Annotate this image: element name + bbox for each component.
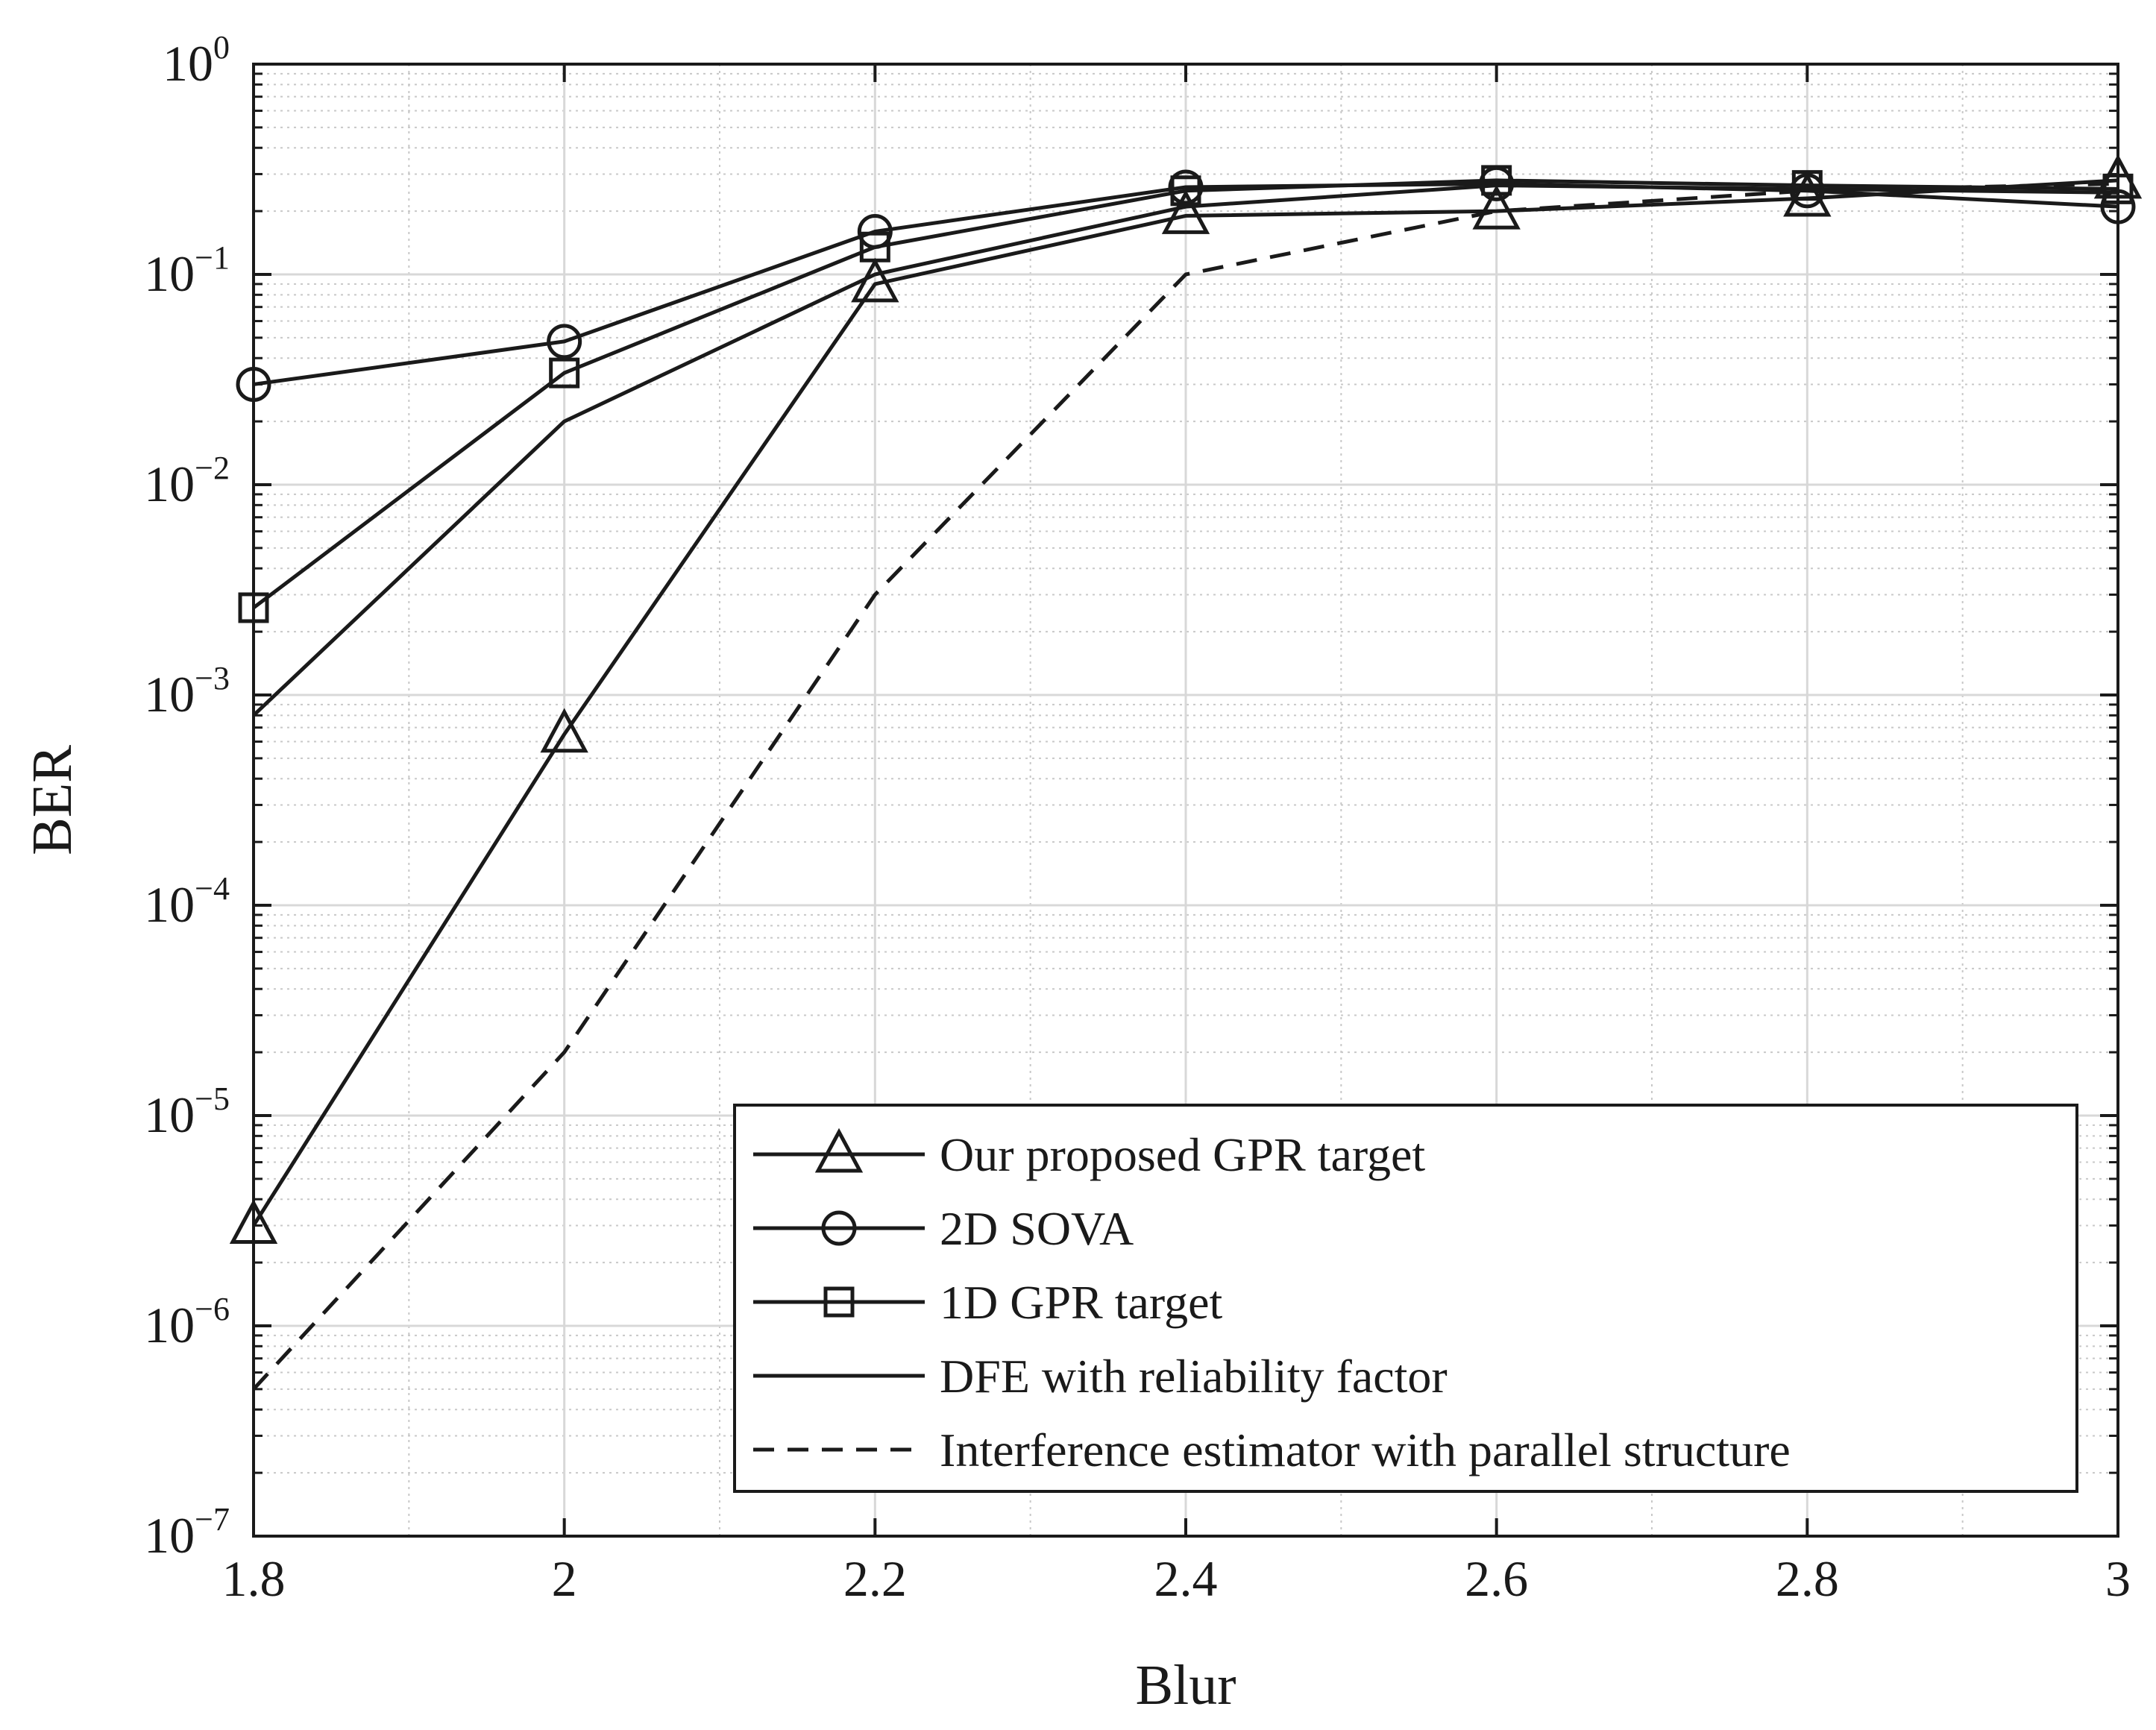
y-tick-label: 10−2 [144,450,230,512]
y-tick-exponent: −4 [195,870,230,907]
legend-label: 1D GPR target [940,1276,1222,1329]
x-tick-labels: 1.8 2 2.2 2.4 2.6 2.8 3 [222,1550,2131,1607]
legend-entry: 1D GPR target [753,1276,1222,1329]
x-tick-label: 2 [552,1550,577,1607]
y-tick-base: 10 [144,1086,195,1143]
series-dfe-with-reliability-factor [252,183,2119,717]
y-tick-exponent: −3 [195,660,230,696]
legend-entries: Our proposed GPR target 2D SOVA 1D GPR tar… [753,1127,1791,1476]
y-tick-base: 10 [144,456,195,512]
legend-label: Our proposed GPR target [940,1128,1425,1181]
y-tick-label: 100 [163,29,230,92]
axis-ticks [252,63,2119,1538]
legend-entry: Our proposed GPR target [753,1127,1425,1181]
y-tick-label: 10−4 [144,870,230,933]
legend-label: DFE with reliability factor [940,1350,1448,1403]
x-axis-label: Blur [1135,1654,1236,1717]
y-tick-base: 10 [144,876,195,933]
y-tick-label: 10−6 [144,1291,230,1353]
data-point-triangle [1161,189,1210,234]
y-tick-base: 10 [144,666,195,723]
legend-entry: Interference estimator with parallel str… [753,1424,1791,1476]
series-line [252,178,2119,609]
y-tick-base: 10 [144,245,195,302]
legend: Our proposed GPR target 2D SOVA 1D GPR tar… [733,1104,2078,1493]
legend-entry: 2D SOVA [753,1202,1134,1255]
legend-label: 2D SOVA [940,1202,1134,1255]
legend-box [733,1104,2078,1493]
data-point-triangle [540,708,588,753]
legend-marker-square [823,1286,855,1318]
data-point-triangle [1472,184,1521,230]
data-point-circle [547,324,582,359]
y-tick-exponent: −6 [195,1291,230,1327]
y-tick-exponent: 0 [213,29,230,66]
x-tick-label: 2.6 [1465,1550,1528,1607]
legend-entry: DFE with reliability factor [753,1350,1448,1403]
y-tick-exponent: −7 [195,1501,230,1538]
series-interference-estimator-with-parallel-structure [252,181,2119,1391]
y-tick-base: 10 [144,1507,195,1564]
x-tick-label: 2.8 [1776,1550,1839,1607]
y-tick-label: 10−3 [144,660,230,723]
x-tick-label: 3 [2105,1550,2131,1607]
y-tick-exponent: −1 [195,239,230,276]
x-tick-label: 2.4 [1154,1550,1218,1607]
x-tick-label: 1.8 [222,1550,286,1607]
data-point-triangle [1783,172,1832,217]
y-tick-label: 10−1 [144,239,230,302]
y-tick-exponent: −5 [195,1081,230,1117]
data-point-square [859,231,890,262]
legend-marker-triangle [814,1127,864,1173]
y-axis-label: BER [21,745,84,855]
x-tick-label: 2.2 [843,1550,907,1607]
data-point-square [549,357,580,389]
series-line [252,181,2119,1391]
y-tick-base: 10 [163,35,213,92]
legend-marker-circle [821,1210,857,1246]
y-tick-label: 10−5 [144,1081,230,1143]
series-line [252,183,2119,717]
data-point-square [1791,170,1823,201]
y-tick-exponent: −2 [195,450,230,486]
series-layer [229,154,2143,1391]
legend-label: Interference estimator with parallel str… [940,1424,1791,1476]
data-point-square [1170,175,1201,207]
data-point-square [1481,165,1512,196]
y-tick-base: 10 [144,1297,195,1353]
y-tick-label: 10−7 [144,1501,230,1564]
